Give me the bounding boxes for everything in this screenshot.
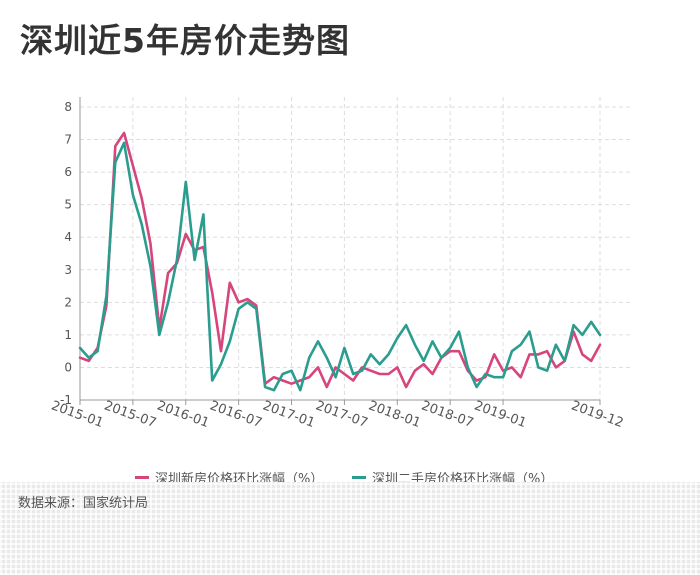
line-chart: -1 0 1 2 3 4 5 6 7 8 2015-012015-072016-012016-07… — [49, 97, 630, 431]
legend-swatch-new-home — [135, 476, 149, 479]
y-tick-label: -1 — [60, 393, 72, 407]
y-tick-label: 4 — [64, 230, 72, 244]
footer-pattern — [0, 482, 700, 575]
y-tick-label: 8 — [64, 100, 72, 114]
legend-swatch-second-hand — [352, 476, 366, 479]
page-title: 深圳近5年房价走势图 — [20, 21, 350, 60]
x-tick-label: 2015-01 — [49, 398, 105, 431]
x-tick-label: 2018-01 — [366, 398, 422, 431]
series-lines — [78, 131, 602, 392]
y-tick-labels: -1 0 1 2 3 4 5 6 7 8 — [60, 100, 72, 407]
y-tick-label: 5 — [64, 198, 72, 212]
x-tick-label: 2015-07 — [102, 398, 158, 431]
y-tick-label: 6 — [64, 165, 72, 179]
x-tick-label: 2019-01 — [472, 398, 528, 431]
x-tick-label: 2016-01 — [155, 398, 211, 431]
y-tick-label: 2 — [64, 295, 72, 309]
x-tick-label: 2017-07 — [314, 398, 370, 431]
x-tick-label: 2019-12 — [569, 398, 625, 431]
x-tick-labels: 2015-012015-072016-012016-072017-012017-… — [49, 398, 625, 431]
x-tick-label: 2016-07 — [208, 398, 264, 431]
y-tick-label: 1 — [64, 328, 72, 342]
y-tick-label: 7 — [64, 133, 72, 147]
y-tick-label: 3 — [64, 263, 72, 277]
x-tick-label: 2017-01 — [261, 398, 317, 431]
x-tick-label: 2018-07 — [419, 398, 475, 431]
data-source-note: 数据来源：国家统计局 — [18, 496, 149, 511]
y-tick-label: 0 — [64, 360, 72, 374]
series-line-new-home — [78, 131, 602, 389]
series-line-second-hand — [78, 141, 602, 392]
